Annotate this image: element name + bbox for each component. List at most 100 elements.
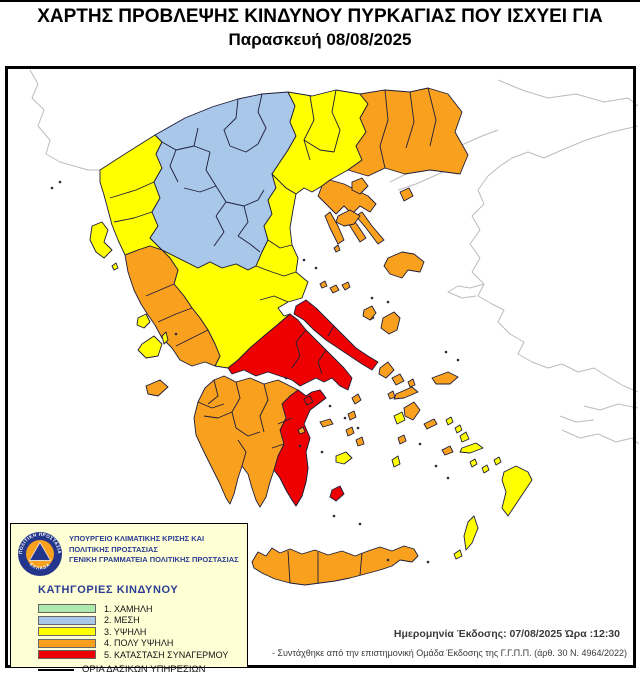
- region-kasos: [453, 549, 463, 560]
- region-lesvos: [383, 251, 425, 279]
- region-mykonos: [407, 378, 416, 388]
- islet-dot-0: [174, 332, 178, 336]
- prefecture-border-29: [231, 381, 241, 429]
- region-skiathos: [319, 280, 328, 289]
- legend-swatch-level-3: [38, 627, 96, 637]
- legend-swatch-level-1: [38, 604, 96, 614]
- region-tinos: [391, 373, 405, 386]
- issue-date-text: Ημερομηνία Έκδοσης: 07/08/2025 Ώρα :12:3…: [393, 628, 620, 640]
- legend-label-level-5: 5. ΚΑΤΑΣΤΑΣΗ ΣΥΝΑΓΕΡΜΟΥ: [104, 649, 229, 660]
- islet-dot-2: [328, 404, 332, 408]
- page-subtitle-date: Παρασκευή 08/08/2025: [228, 30, 412, 49]
- prefecture-border-4: [223, 98, 239, 147]
- region-paxoi: [111, 262, 119, 271]
- islet-dot-17: [456, 358, 460, 362]
- region-karpathos: [463, 515, 479, 551]
- prefecture-border-11: [213, 215, 225, 247]
- ministry-line2: ΠΟΛΙΤΙΚΗΣ ΠΡΟΣΤΑΣΙΑΣ: [69, 544, 158, 554]
- islet-dot-6: [320, 450, 324, 454]
- region-crete: [251, 545, 419, 586]
- prefecture-border-40: [359, 552, 363, 576]
- prefecture-border-14: [331, 89, 341, 153]
- prefecture-border-32: [203, 411, 233, 419]
- islet-dot-9: [446, 476, 450, 480]
- region-ios: [397, 434, 407, 445]
- region-kassandra: [324, 211, 345, 245]
- region-ithaki: [161, 331, 169, 345]
- region-andros: [378, 361, 395, 379]
- prefecture-border-26: [259, 295, 289, 303]
- legend-row-3: 3. ΥΨΗΛΗ: [38, 626, 243, 638]
- prefecture-border-10: [237, 205, 249, 237]
- islet-dot-15: [386, 300, 390, 304]
- civil-protection-logo: ΠΟΛΙΤΙΚΗ ΠΡΟΣΤΑΣΙΑ ΕΛΛΑΔΑ: [18, 532, 62, 576]
- islet-dot-1: [284, 376, 288, 380]
- region-thrace: [347, 87, 469, 177]
- prefecture-border-41: [327, 325, 335, 337]
- legend-items: 1. ΧΑΜΗΛΗ 2. ΜΕΣΗ 3. ΥΨΗΛΗ 4. ΠΟΛΥ ΥΨΗΛΗ 5. …: [38, 603, 243, 661]
- islet-dot-12: [386, 558, 390, 562]
- region-patmos: [445, 416, 454, 426]
- islet-dot-4: [356, 426, 360, 430]
- region-serifos: [345, 426, 355, 437]
- forest-boundary-row: ΟΡΙΑ ΔΑΣΙΚΩΝ ΥΠΗΡΕΣΙΩΝ: [38, 664, 205, 675]
- region-milos: [335, 451, 353, 465]
- legend-box: ΠΟΛΙΤΙΚΗ ΠΡΟΣΤΑΣΙΑ ΕΛΛΑΔΑ ΥΠΟΥΡΓΕΙΟ ΚΛΙΜ…: [10, 523, 248, 675]
- region-paros: [393, 411, 406, 425]
- forest-boundary-line-icon: [38, 668, 74, 671]
- islet-dot-8: [434, 464, 438, 468]
- logo-ring-text-bottom: ΕΛΛΑΔΑ: [29, 562, 51, 571]
- region-agios-efstratios: [333, 244, 341, 253]
- region-peloponnese-east: [273, 389, 327, 507]
- prefecture-border-17: [405, 91, 415, 149]
- prefecture-border-16: [379, 89, 389, 169]
- legend-row-2: 2. ΜΕΣΗ: [38, 615, 243, 627]
- region-skyros: [362, 305, 377, 321]
- prefecture-border-27: [291, 329, 307, 369]
- neighbor-outline-albania-coast: [29, 69, 100, 171]
- prefecture-border-0: [161, 141, 211, 153]
- region-samothraki: [399, 187, 414, 202]
- region-santorini: [391, 455, 401, 468]
- region-spetses: [297, 426, 306, 435]
- islet-dot-10: [332, 514, 336, 518]
- region-chios: [380, 311, 401, 335]
- legend-categories-title: ΚΑΤΗΓΟΡΙΕΣ ΚΙΝΔΥΝΟΥ: [38, 584, 179, 596]
- ministry-line3: ΓΕΝΙΚΗ ΓΡΑΜΜΑΤΕΙΑ ΠΟΛΙΤΙΚΗΣ ΠΡΟΣΤΑΣΙΑΣ: [69, 555, 239, 564]
- region-hydra: [319, 418, 334, 428]
- prefecture-border-33: [235, 427, 261, 437]
- islet-dot-13: [426, 560, 430, 564]
- region-syros: [387, 390, 396, 400]
- region-thasos: [351, 177, 369, 195]
- islet-dot-14: [370, 296, 374, 300]
- legend-label-level-2: 2. ΜΕΣΗ: [104, 615, 140, 626]
- region-rhodes: [501, 465, 533, 517]
- page-title: ΧΑΡΤΗΣ ΠΡΟΒΛΕΨΗΣ ΚΙΝΔΥΝΟΥ ΠΥΡΚΑΓΙΑΣ ΠΟΥ …: [37, 6, 603, 27]
- islet-dot-11: [358, 522, 362, 526]
- credit-text: - Συντάχθηκε από την επιστημονική Ομάδα …: [271, 648, 627, 658]
- islet-dot-3: [343, 416, 347, 420]
- neighbor-outline-turkey-south-coast: [561, 429, 640, 445]
- prefecture-border-25: [255, 265, 297, 277]
- neighbor-outline-turkey-north-coast: [497, 79, 639, 107]
- prefecture-border-12: [237, 235, 261, 253]
- region-kalymnos: [459, 431, 470, 443]
- prefecture-border-22: [157, 307, 193, 323]
- legend-label-level-4: 4. ΠΟΛΥ ΥΨΗΛΗ: [104, 638, 174, 649]
- islet-dot-19: [314, 266, 318, 270]
- region-kythira: [329, 485, 345, 502]
- neighbor-outline-turkey-west-coast: [469, 165, 639, 393]
- islet-dot-18: [302, 258, 306, 262]
- legend-row-5: 5. ΚΑΤΑΣΤΑΣΗ ΣΥΝΑΓΕΡΜΟΥ: [38, 649, 243, 661]
- ministry-line1: ΥΠΟΥΡΓΕΙΟ ΚΛΙΜΑΤΙΚΗΣ ΚΡΙΣΗΣ ΚΑΙ: [69, 534, 205, 543]
- legend-label-level-3: 3. ΥΨΗΛΗ: [104, 626, 147, 637]
- legend-swatch-level-2: [38, 615, 96, 625]
- prefecture-border-21: [145, 283, 175, 297]
- region-skopelos: [329, 284, 340, 294]
- legend-swatch-level-4: [38, 638, 96, 648]
- prefecture-border-37: [271, 443, 285, 449]
- prefecture-border-2: [193, 127, 199, 147]
- svg-text:ΕΛΛΑΔΑ: ΕΛΛΑΔΑ: [29, 562, 52, 571]
- region-kos: [459, 442, 484, 454]
